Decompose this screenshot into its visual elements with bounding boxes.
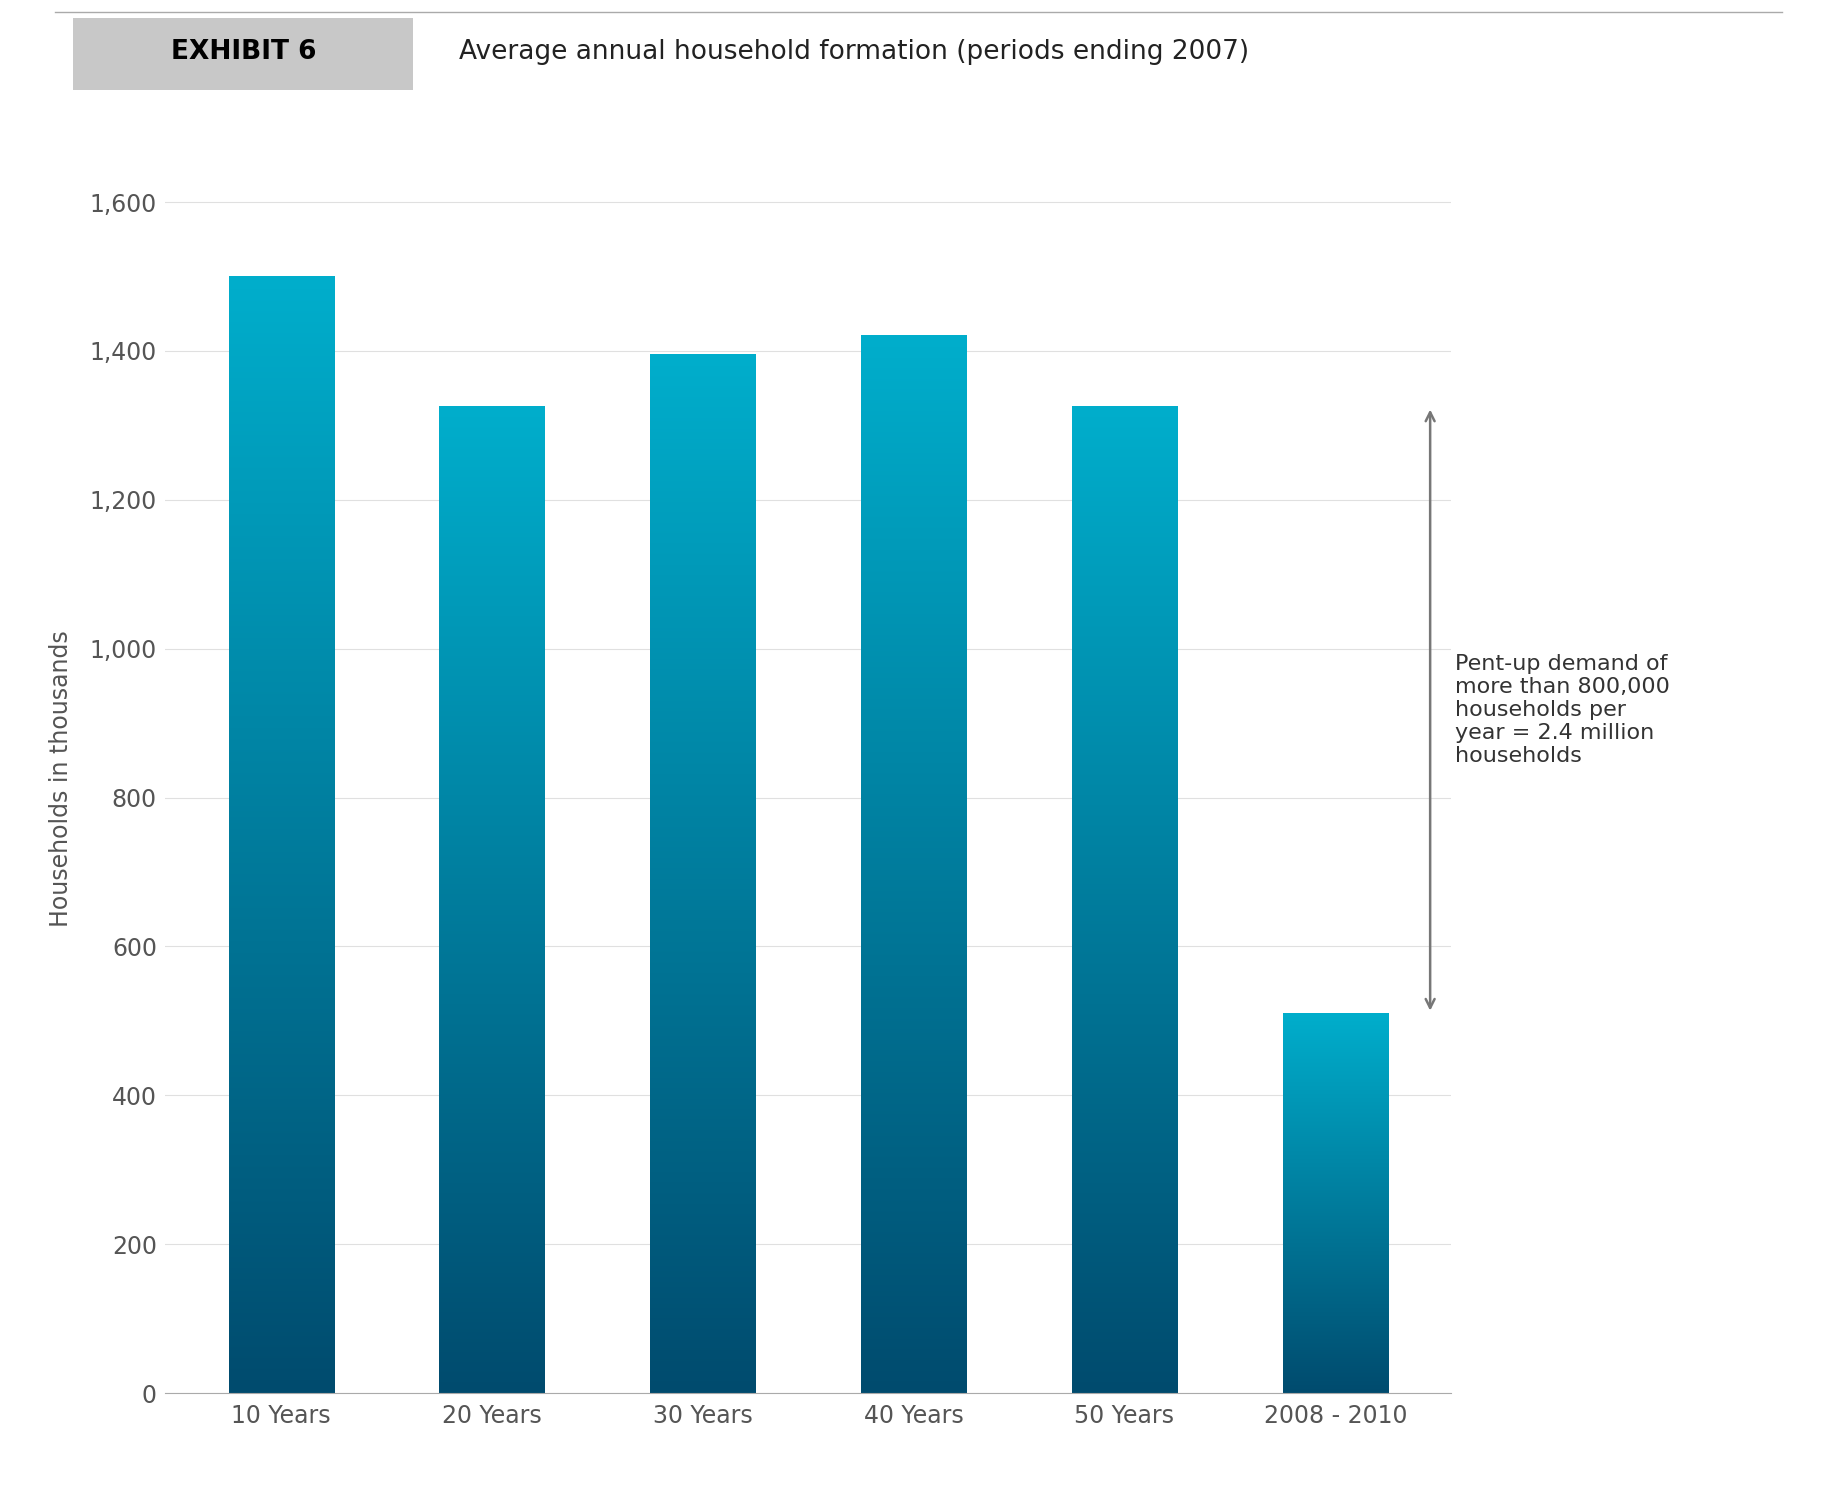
Y-axis label: Households in thousands: Households in thousands: [50, 631, 73, 927]
FancyBboxPatch shape: [73, 18, 413, 90]
Text: Average annual household formation (periods ending 2007): Average annual household formation (peri…: [459, 39, 1249, 64]
Text: Pent-up demand of
more than 800,000
households per
year = 2.4 million
households: Pent-up demand of more than 800,000 hous…: [1455, 653, 1670, 767]
Text: EXHIBIT 6: EXHIBIT 6: [171, 39, 316, 64]
